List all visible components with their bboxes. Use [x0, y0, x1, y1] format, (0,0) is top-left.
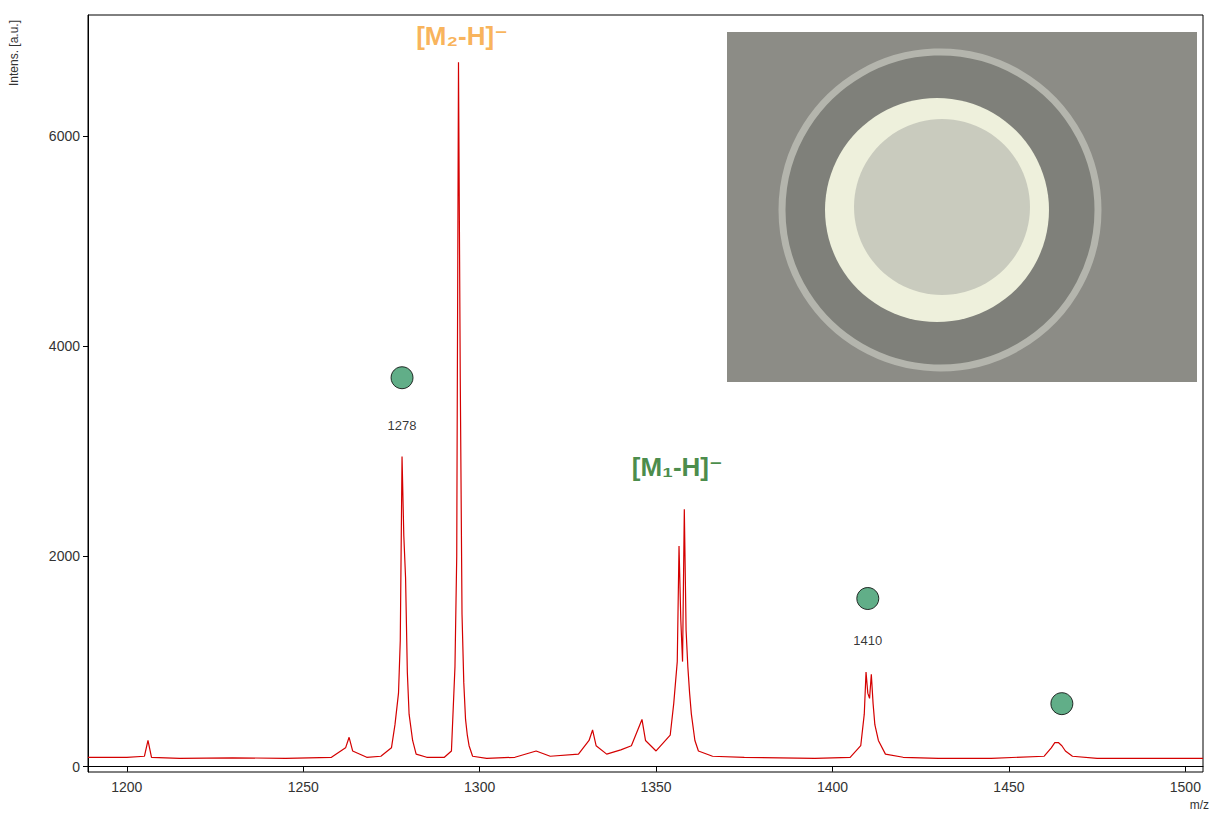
svg-text:6000: 6000: [49, 128, 80, 144]
svg-text:[M₁-H]⁻: [M₁-H]⁻: [632, 452, 723, 482]
svg-text:1278: 1278: [388, 418, 417, 433]
svg-text:1400: 1400: [817, 779, 848, 795]
svg-text:1500: 1500: [1170, 779, 1201, 795]
svg-text:2000: 2000: [49, 548, 80, 564]
svg-text:0: 0: [72, 759, 80, 775]
svg-text:1200: 1200: [111, 779, 142, 795]
svg-text:1410: 1410: [853, 633, 882, 648]
svg-text:1450: 1450: [993, 779, 1024, 795]
svg-text:1300: 1300: [464, 779, 495, 795]
svg-text:m/z: m/z: [1190, 798, 1209, 812]
svg-text:Intens. [a.u.]: Intens. [a.u.]: [7, 20, 21, 86]
svg-text:1250: 1250: [288, 779, 319, 795]
svg-text:[M₂-H]⁻: [M₂-H]⁻: [416, 21, 508, 51]
svg-text:1350: 1350: [641, 779, 672, 795]
svg-text:4000: 4000: [49, 338, 80, 354]
